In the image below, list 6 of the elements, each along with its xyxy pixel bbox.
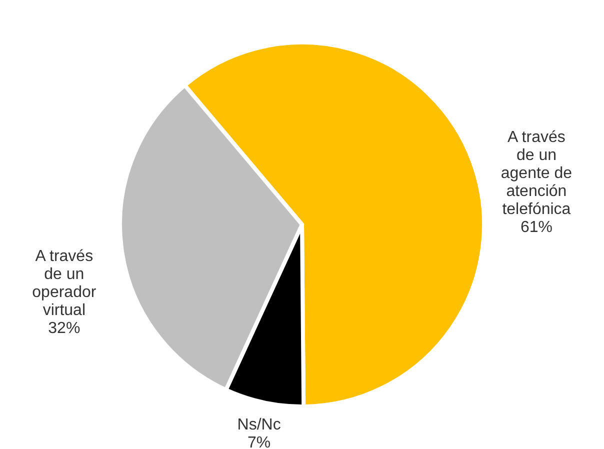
slice-label: Ns/Nc [237,416,281,434]
data-label: 61% [520,219,552,236]
slice-label: A través de un operador virtual [32,248,97,320]
data-label: 32% [48,320,80,338]
slice-label: A través de un agente de atención telefónica [500,129,572,218]
data-label: 7% [247,434,271,449]
